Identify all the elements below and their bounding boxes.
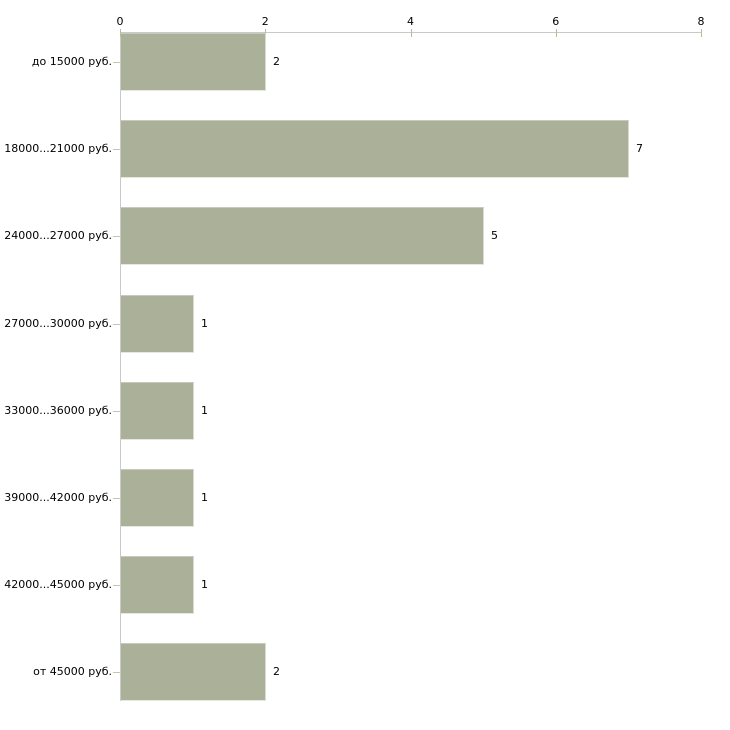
bar	[121, 643, 266, 701]
category-tick-mark	[113, 62, 120, 63]
y-axis-line	[120, 32, 121, 702]
category-label: от 45000 руб.	[33, 665, 112, 678]
x-tick-mark	[120, 29, 121, 37]
bar	[121, 120, 629, 178]
category-label: 42000...45000 руб.	[4, 578, 112, 591]
x-tick-mark	[701, 29, 702, 37]
bar	[121, 207, 484, 265]
category-tick-mark	[113, 585, 120, 586]
bar-value-label: 7	[636, 142, 643, 155]
category-tick-mark	[113, 149, 120, 150]
category-label: 18000...21000 руб.	[4, 142, 112, 155]
bar-value-label: 1	[201, 578, 208, 591]
x-tick-label: 6	[552, 15, 560, 28]
category-tick-mark	[113, 324, 120, 325]
bar	[121, 295, 194, 353]
x-tick-mark	[410, 29, 412, 37]
category-tick-mark	[113, 672, 120, 673]
x-tick-label: 2	[261, 15, 269, 28]
bar-value-label: 5	[491, 229, 498, 242]
bar	[121, 556, 194, 614]
bar	[121, 33, 266, 91]
x-tick-label: 8	[697, 15, 705, 28]
category-label: 39000...42000 руб.	[4, 491, 112, 504]
category-label: 33000...36000 руб.	[4, 404, 112, 417]
bar-value-label: 1	[201, 404, 208, 417]
x-tick-label: 0	[116, 15, 124, 28]
bar-value-label: 2	[273, 55, 280, 68]
category-tick-mark	[113, 411, 120, 412]
category-label: 24000...27000 руб.	[4, 229, 112, 242]
category-label: 27000...30000 руб.	[4, 317, 112, 330]
bar-value-label: 1	[201, 491, 208, 504]
bar-value-label: 1	[201, 317, 208, 330]
bar	[121, 469, 194, 527]
bar-value-label: 2	[273, 665, 280, 678]
category-label: до 15000 руб.	[31, 55, 112, 68]
category-tick-mark	[113, 498, 120, 499]
category-tick-mark	[113, 236, 120, 237]
x-tick-mark	[555, 29, 557, 37]
bar	[121, 382, 194, 440]
x-tick-label: 4	[407, 15, 414, 28]
